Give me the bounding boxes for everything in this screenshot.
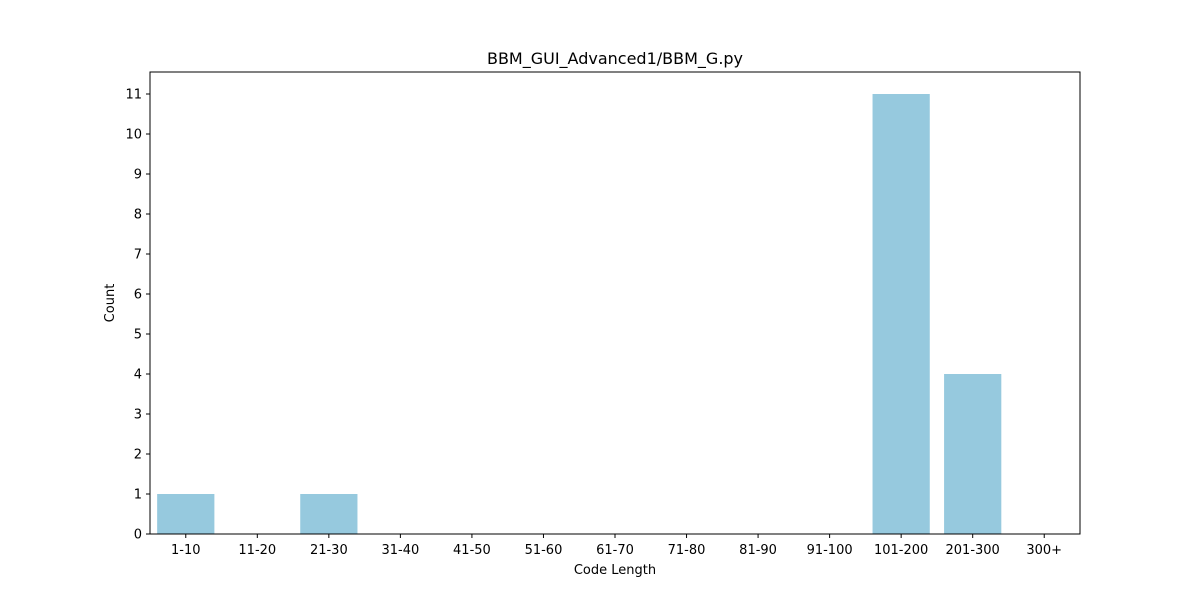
x-tick-label: 81-90: [739, 543, 777, 558]
y-tick-label: 0: [134, 528, 142, 543]
y-tick-label: 11: [125, 88, 142, 103]
y-axis-label: Count: [103, 284, 118, 323]
bar-101-200: [872, 94, 930, 534]
y-tick-label: 1: [134, 488, 142, 503]
bar-201-300: [944, 374, 1002, 534]
x-tick-label: 31-40: [381, 543, 419, 558]
y-tick-label: 10: [125, 128, 142, 143]
y-tick-label: 3: [134, 408, 142, 423]
x-tick-label: 71-80: [668, 543, 706, 558]
x-tick-label: 1-10: [171, 543, 201, 558]
x-tick-label: 11-20: [238, 543, 276, 558]
x-tick-label: 21-30: [310, 543, 348, 558]
chart-title: BBM_GUI_Advanced1/BBM_G.py: [487, 49, 743, 69]
y-tick-label: 9: [134, 168, 142, 183]
y-tick-label: 4: [134, 368, 142, 383]
y-tick-label: 8: [134, 208, 142, 223]
x-tick-label: 51-60: [525, 543, 563, 558]
x-tick-label: 300+: [1026, 543, 1062, 558]
y-tick-label: 2: [134, 448, 142, 463]
bars-group: [157, 94, 1002, 534]
x-axis: 1-10 11-20 21-30 31-40 41-50 51-60 61-70 71-80 8…: [171, 534, 1062, 558]
plot-frame: [149, 71, 1081, 535]
x-axis-label: Code Length: [574, 563, 656, 578]
y-axis: 0 1 2 3 4 5 6 7 8 9 10 11: [125, 88, 150, 543]
x-tick-label: 41-50: [453, 543, 491, 558]
x-tick-label: 61-70: [596, 543, 634, 558]
x-tick-label: 91-100: [807, 543, 853, 558]
bar-21-30: [300, 494, 358, 534]
x-tick-label: 201-300: [946, 543, 1000, 558]
y-tick-label: 7: [134, 248, 142, 263]
bar-1-10: [157, 494, 215, 534]
x-tick-label: 101-200: [874, 543, 928, 558]
y-tick-label: 5: [134, 328, 142, 343]
y-tick-label: 6: [134, 288, 142, 303]
